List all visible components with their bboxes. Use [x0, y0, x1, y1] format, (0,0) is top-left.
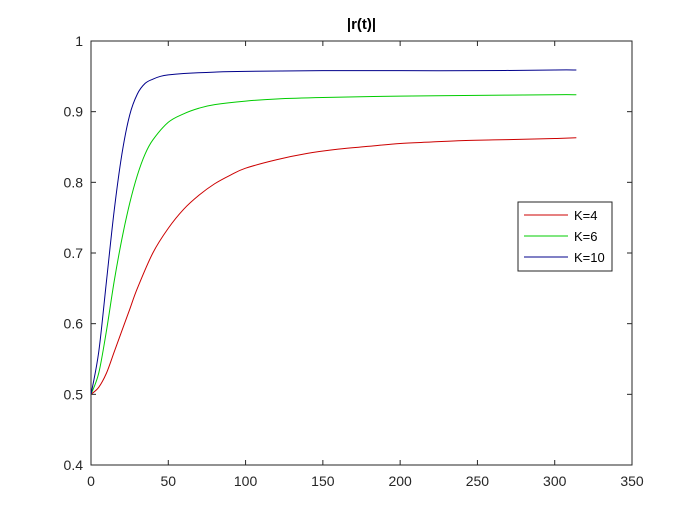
y-tick-label: 0.8 — [64, 174, 84, 190]
x-tick-label: 0 — [87, 473, 95, 489]
chart-title: |r(t)| — [347, 16, 376, 33]
legend: K=4 K=6 K=10 — [517, 201, 613, 272]
x-tick-label: 250 — [466, 473, 490, 489]
series-line-k-4 — [90, 137, 577, 395]
series-line-k-10 — [90, 69, 577, 395]
y-tick-label: 0.9 — [64, 104, 84, 120]
y-tick-label: 0.6 — [64, 316, 84, 332]
y-tick-label: 0.5 — [64, 386, 84, 402]
series-layer — [90, 69, 577, 395]
x-tick-label: 50 — [160, 473, 176, 489]
y-axis: 0.4 0.5 0.6 0.7 0.8 0.9 1 — [64, 33, 632, 473]
y-tick-label: 0.4 — [64, 457, 84, 473]
series-line-k-6 — [90, 94, 577, 395]
x-tick-label: 350 — [620, 473, 644, 489]
legend-label-k-4: K=4 — [574, 208, 598, 223]
legend-label-k-10: K=10 — [574, 250, 605, 265]
x-tick-label: 200 — [388, 473, 412, 489]
x-tick-label: 100 — [234, 473, 258, 489]
legend-label-k-6: K=6 — [574, 229, 598, 244]
x-axis: 0 50 100 150 200 250 300 350 — [87, 41, 644, 489]
y-tick-label: 0.7 — [64, 245, 84, 261]
x-tick-label: 150 — [311, 473, 335, 489]
y-tick-label: 1 — [75, 33, 83, 49]
x-tick-label: 300 — [543, 473, 567, 489]
